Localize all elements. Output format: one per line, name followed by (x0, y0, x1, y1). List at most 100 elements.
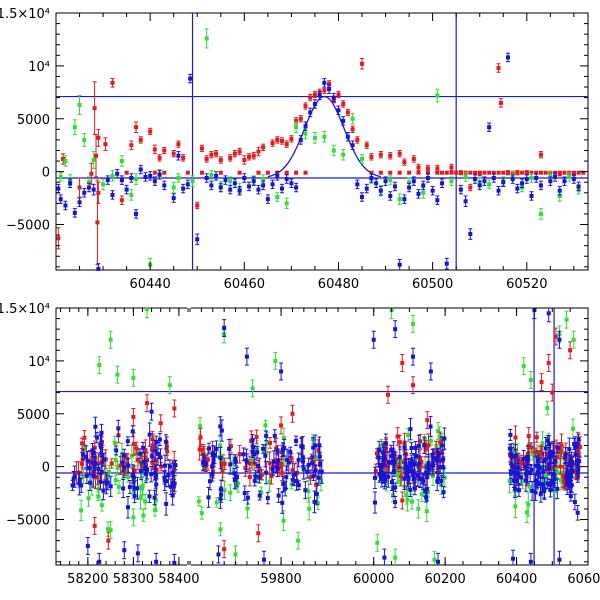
top-point-red (312, 92, 317, 97)
top-point-blue (473, 177, 478, 182)
bottom-point-red (267, 461, 272, 466)
top-point-red (275, 137, 280, 142)
bottom-point-green (513, 504, 518, 509)
top-point-green (435, 93, 440, 98)
bottom-point-blue (92, 464, 97, 469)
top-point-blue (63, 203, 68, 208)
top-point-blue (270, 182, 275, 187)
top-point-red (134, 125, 139, 130)
bottom-point-green (138, 495, 143, 500)
top-point-blue (119, 178, 124, 183)
bottom-point-red (385, 461, 390, 466)
top-point-red (496, 65, 501, 70)
bottom-point-blue (149, 472, 154, 477)
bottom-point-red (568, 348, 573, 353)
bottom-point-blue (547, 482, 552, 487)
bottom-point-red (164, 444, 169, 449)
top-point-green (294, 125, 299, 130)
bottom-point-red (219, 462, 224, 467)
bottom-point-red (411, 383, 415, 388)
bottom-point-blue (276, 458, 281, 463)
top-point-blue (510, 177, 515, 182)
bottom-point-blue (96, 466, 101, 471)
top-point-blue (247, 184, 252, 189)
bottom-point-red (80, 441, 85, 446)
bottom-point-red (279, 461, 284, 466)
bottom-point-blue (379, 474, 384, 479)
bottom-point-blue (530, 488, 535, 493)
bottom-x-tick-label: 58300 (113, 572, 154, 587)
bottom-point-blue (572, 499, 577, 504)
top-point-red (496, 170, 501, 175)
top-point-red (482, 170, 487, 175)
top-y-tick-label: 10⁴ (28, 60, 50, 75)
bottom-point-green (131, 489, 136, 494)
bottom-point-blue (392, 460, 397, 465)
top-point-blue (289, 181, 294, 186)
bottom-point-red (575, 441, 580, 446)
bottom-x-tick-label: 60400 (496, 572, 537, 587)
bottom-point-green (198, 424, 203, 429)
bottom-point-red (384, 464, 389, 469)
bottom-point-green (424, 509, 429, 514)
bottom-point-blue (233, 457, 238, 462)
top-point-blue (505, 55, 510, 60)
bottom-point-red (529, 445, 534, 450)
top-point-red (341, 101, 346, 106)
bottom-point-green (143, 499, 148, 504)
bottom-point-red (159, 464, 164, 469)
bottom-point-red (79, 461, 84, 466)
top-point-blue (487, 125, 492, 130)
bottom-point-red (400, 498, 405, 503)
top-point-blue (388, 193, 393, 198)
bottom-point-blue (164, 501, 169, 506)
top-point-red (95, 220, 100, 225)
top-point-red (440, 170, 445, 175)
top-point-red (294, 170, 299, 175)
top-point-blue (251, 179, 256, 184)
bottom-point-blue (296, 457, 301, 462)
bottom-point-blue (99, 430, 104, 435)
bottom-point-blue (405, 474, 410, 479)
bottom-point-blue (402, 445, 407, 450)
top-gaussian-fit-line (267, 95, 381, 178)
top-point-red (364, 143, 369, 148)
bottom-point-red (145, 457, 150, 462)
bottom-point-red (308, 475, 313, 480)
top-point-red (237, 170, 242, 175)
top-point-green (86, 180, 91, 185)
top-point-red (237, 149, 242, 154)
bottom-point-green (535, 450, 540, 455)
top-point-blue (496, 188, 501, 193)
bottom-point-red (550, 390, 555, 395)
bottom-point-green (218, 443, 223, 448)
bottom-point-green (570, 426, 575, 431)
top-point-blue (308, 110, 313, 115)
top-point-blue (477, 183, 482, 188)
bottom-point-blue (157, 437, 162, 442)
top-point-blue (86, 185, 91, 190)
bottom-point-blue (547, 462, 552, 467)
bottom-point-blue (131, 475, 136, 480)
top-point-red (152, 170, 157, 175)
bottom-point-blue (87, 465, 92, 470)
bottom-point-red (419, 459, 424, 464)
top-point-red (407, 170, 412, 175)
bottom-point-blue (555, 486, 560, 491)
top-point-green (331, 148, 336, 153)
bottom-point-blue (507, 446, 512, 451)
top-point-red (498, 100, 503, 105)
top-point-blue (134, 211, 139, 216)
bottom-point-blue (241, 452, 246, 457)
top-point-red (294, 118, 299, 123)
top-point-blue (171, 196, 176, 201)
bottom-point-blue (232, 478, 237, 483)
top-point-red (214, 151, 219, 156)
bottom-point-blue (172, 481, 177, 486)
bottom-point-red (243, 465, 248, 470)
bottom-reference-lines (56, 308, 588, 565)
bottom-point-blue (441, 490, 446, 495)
bottom-point-blue (296, 483, 301, 488)
bottom-point-blue (252, 478, 257, 483)
bottom-point-green (561, 471, 566, 476)
